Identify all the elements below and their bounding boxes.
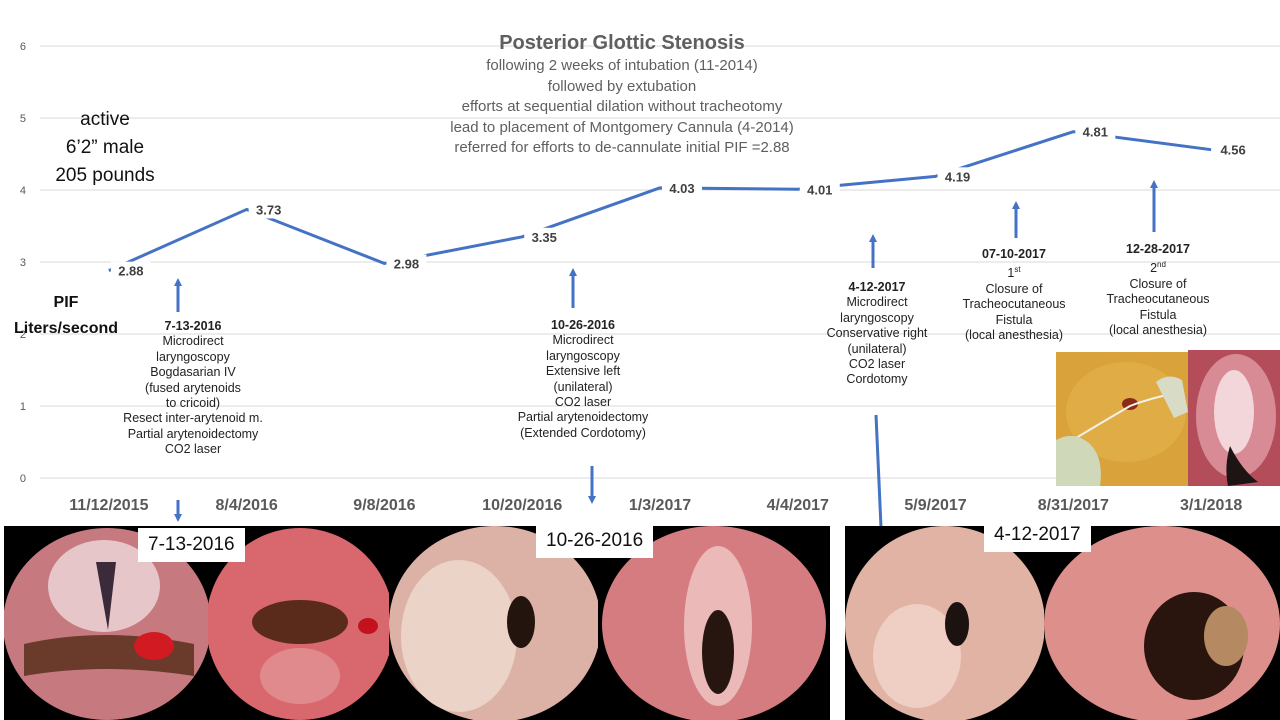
annotation-date: 12-28-2017 — [1126, 242, 1190, 256]
x-tick-label: 5/9/2017 — [904, 497, 966, 514]
fistula-photo — [1056, 352, 1188, 486]
annotation-10-26-2016: 10-26-2016 Microdirect laryngoscopy Exte… — [488, 318, 678, 441]
chart-subtitle-line: followed by extubation — [547, 77, 697, 95]
x-tick-label: 11/12/2015 — [69, 497, 148, 514]
x-tick-label: 3/1/2018 — [1180, 497, 1242, 514]
chart-title-block: Posterior Glottic Stenosis following 2 w… — [400, 30, 844, 159]
y-tick-label: 1 — [20, 401, 26, 413]
endoscopy-photo-5 — [845, 526, 1045, 720]
data-label: 2.88 — [118, 264, 143, 279]
x-tick-label: 8/31/2017 — [1038, 497, 1109, 514]
data-label: 4.56 — [1220, 143, 1245, 158]
annotation-date: 10-26-2016 — [551, 318, 615, 332]
annotation-07-10-2017: 07-10-2017 1st Closure of Tracheocutaneo… — [934, 247, 1094, 344]
endoscopy-photo-1 — [4, 526, 210, 720]
data-label-bg — [110, 261, 151, 280]
y-tick-label: 5 — [20, 113, 26, 125]
data-label-bg — [1075, 122, 1116, 141]
chart-subtitle-line: following 2 weeks of intubation (11-2014… — [486, 57, 758, 74]
y-axis-label: PIF Liters/second — [13, 294, 119, 337]
y-tick-label: 4 — [20, 185, 26, 197]
data-label-bg — [248, 200, 289, 219]
data-label-bg — [937, 167, 978, 186]
annotation-4-12-2017: 4-12-2017 Microdirect laryngoscopy Conse… — [782, 280, 972, 388]
annotation-12-28-2017: 12-28-2017 2nd Closure of Tracheocutaneo… — [1078, 242, 1238, 339]
data-label: 4.01 — [807, 182, 832, 197]
data-label: 4.81 — [1083, 125, 1108, 140]
annotation-date: 07-10-2017 — [982, 247, 1046, 261]
chart-subtitle-line: lead to placement of Montgomery Cannula … — [450, 118, 794, 136]
y-tick-label: 0 — [20, 473, 26, 485]
photo-label-7-13-2016: 7-13-2016 — [138, 528, 245, 562]
annotation-ordinal: 1st — [1007, 265, 1021, 281]
y-tick-label: 6 — [20, 41, 26, 53]
data-label: 3.35 — [532, 230, 557, 245]
data-label: 3.73 — [256, 202, 281, 217]
endoscopy-photo-4 — [598, 526, 830, 720]
endoscopy-photo-3 — [389, 526, 599, 720]
data-label-bg — [799, 180, 840, 199]
x-tick-label: 10/20/2016 — [482, 497, 562, 514]
y-tick-label: 3 — [20, 257, 26, 269]
data-label: 2.98 — [394, 256, 419, 271]
x-tick-label: 9/8/2016 — [353, 497, 415, 514]
chart-subtitle-line: efforts at sequential dilation without t… — [461, 98, 783, 115]
x-tick-label: 8/4/2016 — [216, 497, 278, 514]
data-label-bg — [662, 178, 702, 197]
annotation-ordinal: 2nd — [1150, 260, 1166, 276]
annotation-date: 7-13-2016 — [164, 319, 222, 333]
x-tick-label: 1/3/2017 — [629, 497, 691, 514]
photo-label-4-12-2017: 4-12-2017 — [984, 518, 1091, 552]
endoscopy-photo-6 — [1044, 526, 1280, 720]
data-label: 4.03 — [669, 181, 694, 196]
patient-description: active 6’2” male 205 pounds — [55, 109, 155, 186]
chart-subtitle-line: referred for efforts to de-cannulate ini… — [454, 139, 790, 156]
data-label: 4.19 — [945, 169, 970, 184]
annotation-7-13-2016: 7-13-2016 Microdirect laryngoscopy Bogda… — [98, 319, 288, 458]
data-label-bg — [524, 227, 565, 246]
series-line — [108, 130, 1212, 273]
chart-title: Posterior Glottic Stenosis — [499, 32, 745, 54]
y-tick-label: 2 — [20, 329, 26, 341]
data-label-bg — [386, 254, 427, 273]
annotation-date: 4-12-2017 — [848, 280, 906, 294]
x-tick-label: 4/4/2017 — [767, 497, 829, 514]
larynx-photo-small — [1188, 350, 1280, 486]
data-label-bg — [1213, 140, 1254, 159]
photo-label-10-26-2016: 10-26-2016 — [536, 524, 654, 558]
